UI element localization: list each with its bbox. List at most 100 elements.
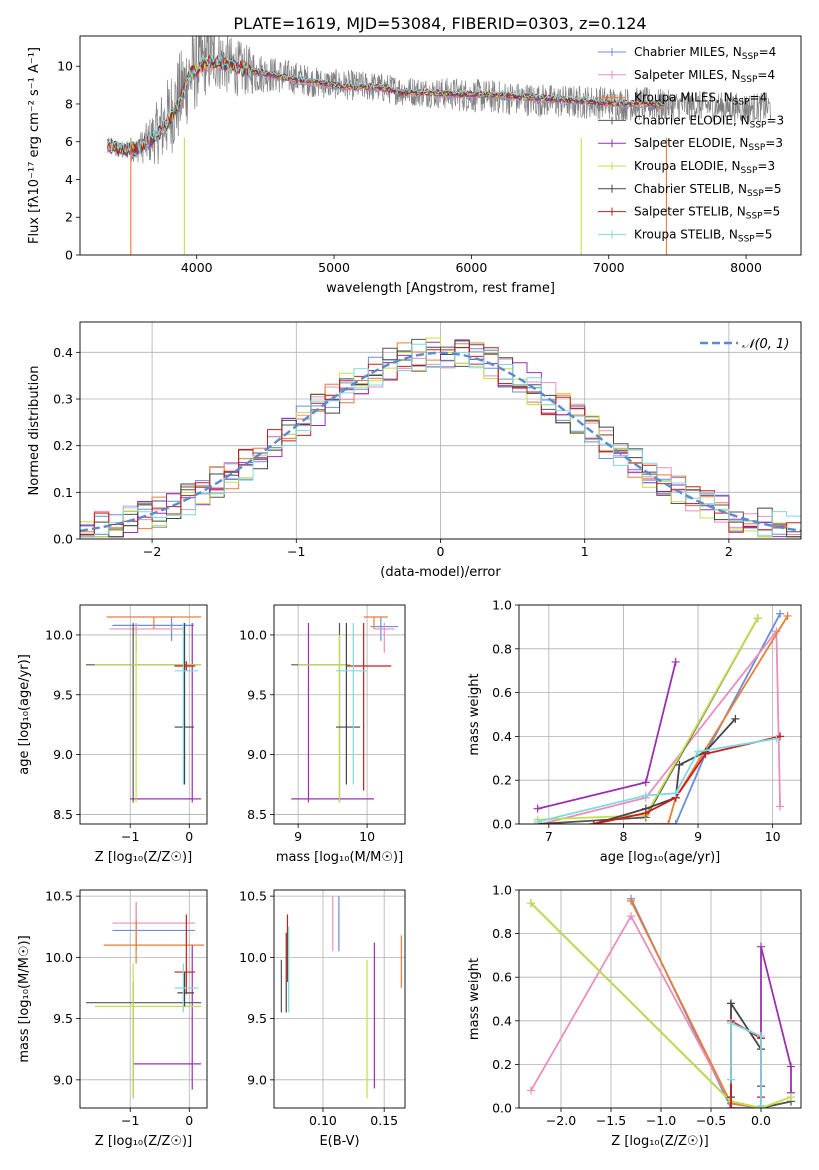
errorbar-salpeter-miles (112, 902, 196, 946)
x-tick-label: −1 (287, 544, 305, 559)
weight-point (675, 760, 684, 769)
legend-label: Chabrier ELODIE, NSSP=3 (634, 113, 784, 130)
weight-line (530, 902, 792, 1108)
errorbar-salpeter-elodie (133, 945, 202, 1090)
axes-frame (273, 889, 406, 1109)
weight-point (694, 747, 703, 756)
y-tick-label: 0.4 (492, 1013, 512, 1028)
weight-point (757, 1101, 765, 1108)
plot-area (291, 616, 399, 803)
errorbar-kroupa-stelib (174, 963, 199, 1013)
x-tick-label: −1 (121, 829, 139, 844)
axes-frame (79, 889, 208, 1109)
weight-point (727, 999, 735, 1008)
weight-point (776, 802, 785, 811)
y-tick-label: 10.0 (239, 627, 267, 642)
errorbar-kroupa-elodie (298, 634, 350, 803)
axes-frame (79, 321, 802, 540)
weight-point (783, 611, 792, 620)
x-axis-label: (data-model)/error (380, 565, 501, 580)
legend-entry: Kroupa ELODIE, NSSP=3 (598, 159, 775, 176)
weight-series-kroupa-stelib (727, 1018, 765, 1108)
x-tick-label: 0.0 (751, 1113, 771, 1128)
errorbar-salpeter-stelib (174, 914, 196, 995)
x-tick-label: 7000 (593, 260, 625, 275)
x-tick-label: −1.0 (646, 1113, 676, 1128)
y-tick-label: 0.0 (53, 532, 73, 547)
y-axis-label: Normed distribution (27, 366, 42, 496)
model-line-kroupa-stelib (107, 54, 664, 153)
y-tick-label: 0.6 (492, 685, 512, 700)
y-tick-label: 9.0 (247, 747, 267, 762)
y-tick-label: 8 (65, 96, 73, 111)
x-axis-label: Z [log₁₀(Z/Z☉)] (95, 1134, 192, 1149)
weight-line (593, 718, 736, 824)
weight-point (757, 1032, 765, 1041)
y-tick-label: 1.0 (492, 598, 512, 613)
weight-line (630, 898, 762, 1108)
weight-point (641, 778, 650, 787)
weight-series-kroupa-stelib (533, 734, 781, 824)
weight-line (541, 628, 781, 824)
errorbar-kroupa-miles (363, 616, 388, 629)
weight-line (530, 914, 762, 1108)
y-tick-label: 10.5 (239, 889, 267, 904)
legend-label: Salpeter MILES, NSSP=4 (634, 68, 775, 85)
legend-label: Chabrier STELIB, NSSP=5 (634, 182, 782, 199)
x-tick-label: 10 (359, 829, 375, 844)
y-tick-label: 0.2 (492, 1057, 512, 1072)
y-tick-label: 1.0 (492, 883, 512, 898)
legend: 𝒩(0, 1) (700, 337, 789, 352)
weight-point (776, 732, 785, 741)
x-tick-label: 0 (185, 1113, 193, 1128)
x-tick-label: 0 (185, 829, 193, 844)
panel-weight_vs_Z: −2.0 −1.5 −1.0 −0.5 0.0 0.0 0.2 0.4 0.6 0.8 1.0 Z [… (467, 883, 802, 1149)
observed-spectrum-line (107, 36, 772, 165)
weight-point (671, 789, 680, 798)
legend-entry: Chabrier MILES, NSSP=4 (598, 45, 776, 62)
weight-point (753, 614, 762, 623)
weight-point (527, 899, 535, 908)
y-tick-label: 9.0 (53, 747, 73, 762)
x-axis-label: E(B-V) (319, 1134, 359, 1149)
y-tick-label: 9.5 (247, 687, 267, 702)
legend-entry: Salpeter MILES, NSSP=4 (598, 68, 775, 85)
y-tick-label: 9.0 (53, 1072, 73, 1087)
weight-point (533, 804, 542, 813)
weight-point (671, 657, 680, 666)
plot-area (280, 896, 402, 1099)
x-axis-label: Z [log₁₀(Z/Z☉)] (611, 1134, 708, 1149)
errorbar-kroupa-stelib (174, 622, 199, 785)
errorbar-salpeter-miles (109, 622, 184, 653)
weight-point (641, 809, 650, 818)
y-tick-label: 10 (57, 59, 73, 74)
y-tick-label: 9.5 (53, 1011, 73, 1026)
legend-entry: Salpeter ELODIE, NSSP=3 (598, 136, 783, 153)
histogram-salpeter-stelib (80, 347, 801, 535)
panel-residuals: −2 −1 0 1 2 0.0 0.1 0.2 0.3 0.4 (data-model)/error… (27, 321, 802, 580)
x-tick-label: −1.5 (596, 1113, 626, 1128)
y-tick-label: 0 (65, 248, 73, 263)
panel-spectrum: 4000 5000 6000 7000 8000 0 2 4 6 8 10 wavelength [A… (27, 35, 802, 296)
y-tick-label: 10.0 (45, 627, 73, 642)
axes-frame (79, 35, 802, 256)
errorbar-salpeter-elodie (130, 622, 202, 803)
y-tick-label: 0.0 (492, 817, 512, 832)
y-tick-label: 4 (65, 172, 73, 187)
errorbar-chabrier-stelib (336, 622, 361, 785)
plot-area (85, 902, 205, 1099)
x-tick-label: 0.15 (370, 1113, 398, 1128)
x-tick-label: −1 (121, 1113, 139, 1128)
weight-series-salpeter-miles (537, 627, 785, 824)
y-tick-label: 10.0 (45, 950, 73, 965)
y-tick-label: 0.6 (492, 970, 512, 985)
weight-point (787, 1062, 795, 1071)
weight-series-kroupa-miles (589, 611, 792, 824)
weight-point (589, 820, 598, 824)
plot-area (527, 894, 795, 1108)
legend-label: Kroupa MILES, NSSP=4 (634, 91, 767, 108)
errorbar-kroupa-miles (106, 616, 202, 629)
y-tick-label: 0.8 (492, 926, 512, 941)
x-tick-label: 6000 (455, 260, 487, 275)
weight-point (757, 942, 765, 951)
